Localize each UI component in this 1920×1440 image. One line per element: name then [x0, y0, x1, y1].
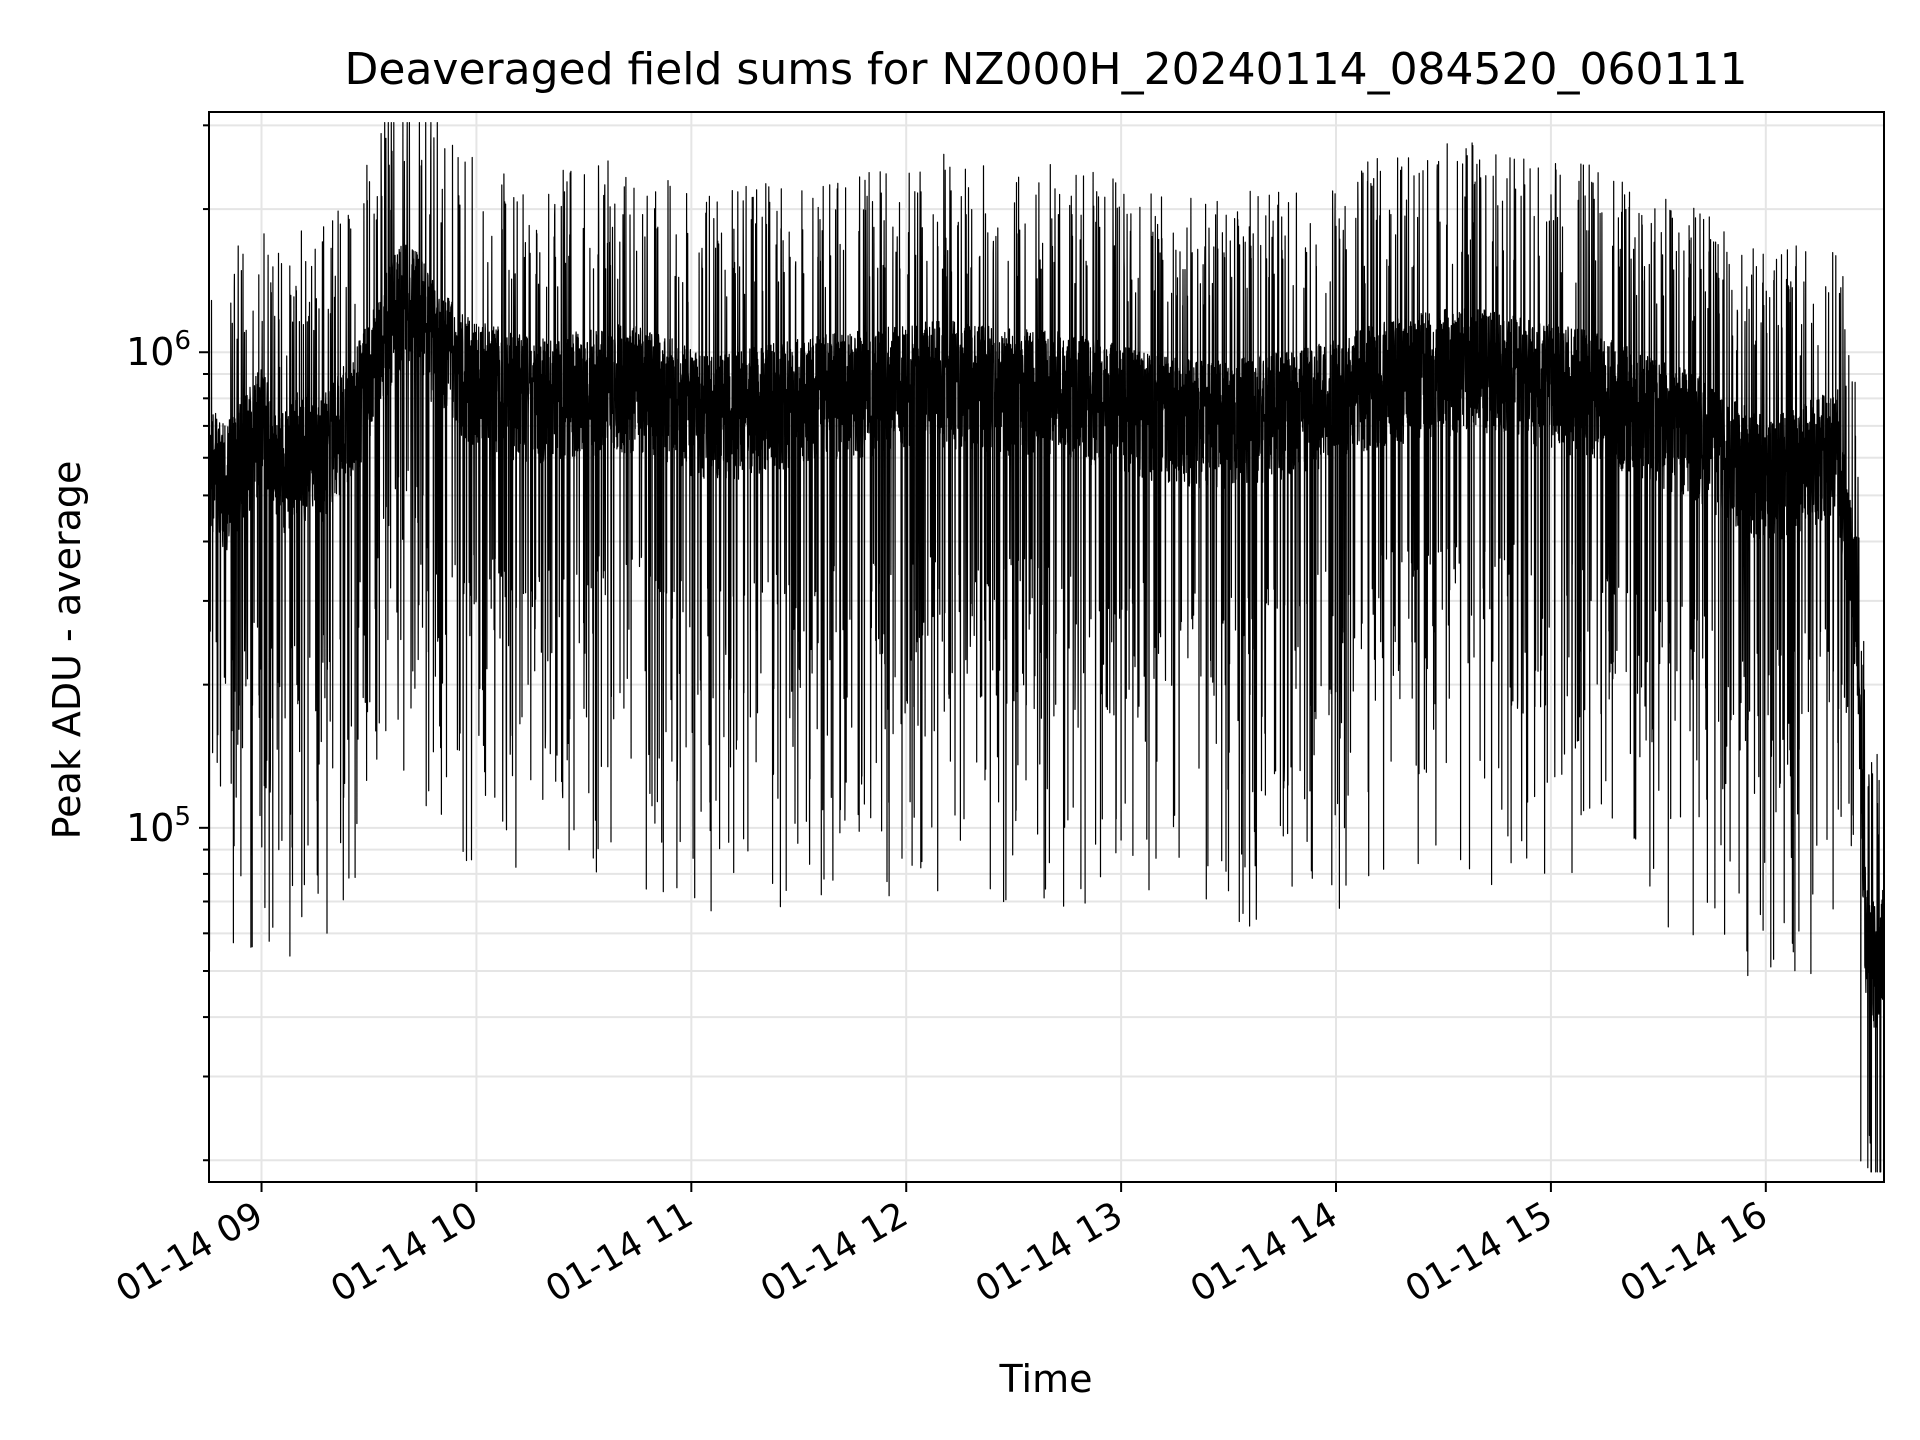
x-tick-label: 01-14 13 [969, 1194, 1130, 1310]
y-axis-label: Peak ADU - average [45, 461, 89, 840]
data-line [209, 122, 1884, 1173]
x-tick-label: 01-14 12 [754, 1194, 915, 1310]
plot-layer [209, 122, 1884, 1173]
y-tick-label: 106 [126, 326, 191, 374]
x-axis-label: Time [999, 1357, 1093, 1401]
x-tick-label: 01-14 09 [109, 1194, 270, 1310]
x-tick-label: 01-14 15 [1399, 1194, 1560, 1310]
x-tick-label: 01-14 16 [1614, 1194, 1775, 1310]
x-tick-label: 01-14 10 [324, 1194, 485, 1310]
plot-frame [208, 111, 1885, 1183]
y-tick-label: 105 [126, 802, 191, 850]
chart-title: Deaveraged field sums for NZ000H_2024011… [345, 44, 1748, 95]
x-tick-label: 01-14 14 [1184, 1194, 1345, 1310]
x-tick-label: 01-14 11 [539, 1194, 700, 1310]
